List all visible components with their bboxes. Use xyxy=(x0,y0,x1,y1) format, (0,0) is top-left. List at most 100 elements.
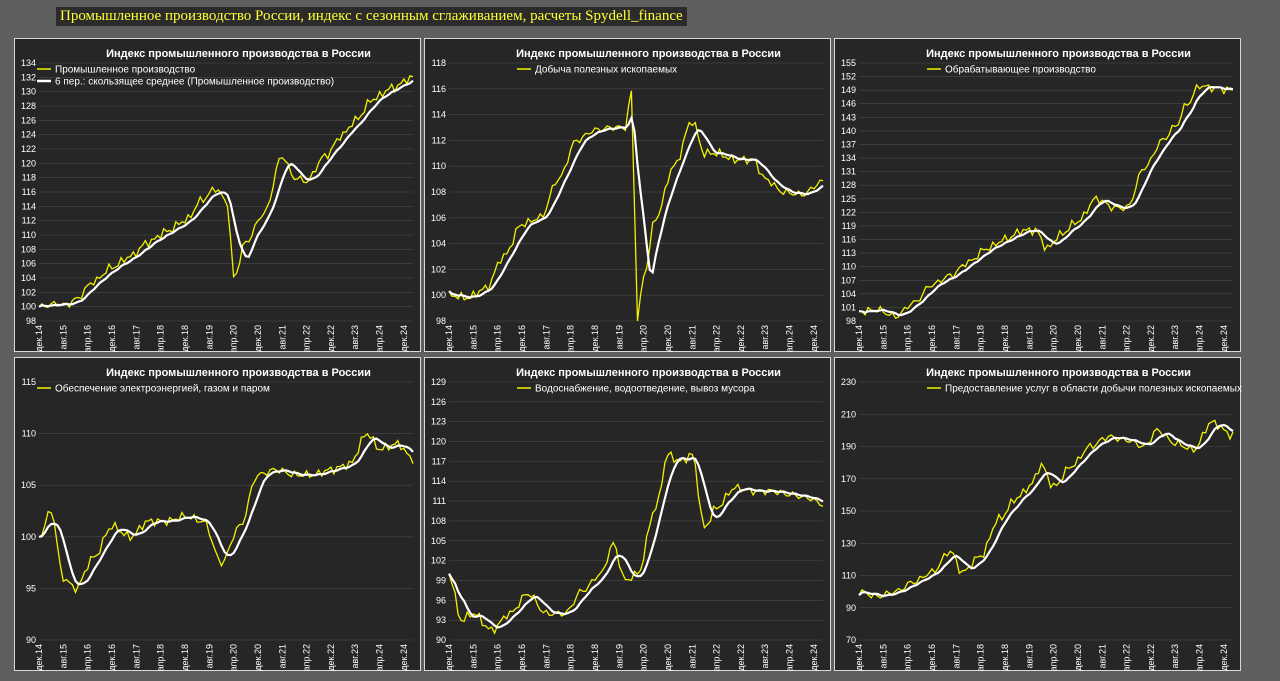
x-tick-label: авг.21 xyxy=(1097,325,1107,349)
x-tick-label: авг.17 xyxy=(951,325,961,349)
y-tick-label: 118 xyxy=(22,173,36,183)
x-tick-label: дек.24 xyxy=(399,644,409,671)
y-tick-label: 104 xyxy=(431,239,446,249)
y-tick-label: 90 xyxy=(846,603,856,613)
y-tick-label: 100 xyxy=(431,290,446,300)
chart-title: Индекс промышленного производства в Росс… xyxy=(516,367,781,379)
x-tick-label: апр.16 xyxy=(493,325,503,352)
chart-panel-water: Индекс промышленного производства в Росс… xyxy=(424,357,831,671)
x-tick-label: авг.15 xyxy=(468,644,478,668)
y-tick-label: 123 xyxy=(431,417,446,427)
x-tick-label: апр.20 xyxy=(639,644,649,671)
y-tick-label: 114 xyxy=(432,110,446,120)
y-tick-label: 137 xyxy=(841,139,856,149)
chart-title: Индекс промышленного производства в Росс… xyxy=(106,48,371,60)
y-tick-label: 120 xyxy=(21,158,36,168)
y-tick-label: 124 xyxy=(21,130,36,140)
x-tick-label: дек.16 xyxy=(107,644,117,671)
x-tick-label: авг.21 xyxy=(277,325,287,349)
x-tick-label: авг.17 xyxy=(541,644,551,668)
x-tick-label: авг.23 xyxy=(760,325,770,349)
y-tick-label: 114 xyxy=(432,476,446,486)
chart-panel-electricity: Индекс промышленного производства в Росс… xyxy=(14,357,421,671)
x-tick-label: апр.16 xyxy=(493,644,503,671)
y-tick-label: 96 xyxy=(436,595,446,605)
x-tick-label: апр.16 xyxy=(903,325,913,352)
x-tick-label: дек.16 xyxy=(107,325,117,352)
y-tick-label: 146 xyxy=(841,99,856,109)
y-tick-label: 110 xyxy=(22,230,36,240)
y-tick-label: 134 xyxy=(841,153,856,163)
x-tick-label: апр.22 xyxy=(1122,325,1132,352)
x-tick-label: дек.14 xyxy=(34,325,44,352)
x-tick-label: апр.22 xyxy=(302,325,312,352)
y-tick-label: 134 xyxy=(21,58,36,68)
y-tick-label: 112 xyxy=(432,135,446,145)
y-tick-label: 130 xyxy=(841,538,856,548)
x-tick-label: авг.23 xyxy=(760,644,770,668)
y-tick-label: 150 xyxy=(841,506,856,516)
x-tick-label: дек.22 xyxy=(1146,325,1156,352)
chart-title: Индекс промышленного производства в Росс… xyxy=(926,48,1191,60)
y-tick-label: 119 xyxy=(842,221,856,231)
page-title: Промышленное производство России, индекс… xyxy=(56,7,687,26)
y-tick-label: 230 xyxy=(841,377,856,387)
y-tick-label: 155 xyxy=(841,58,856,68)
x-tick-label: дек.22 xyxy=(326,325,336,352)
y-tick-label: 118 xyxy=(432,58,446,68)
x-tick-label: авг.19 xyxy=(614,325,624,349)
x-tick-label: дек.18 xyxy=(1000,644,1010,671)
y-tick-label: 116 xyxy=(842,235,856,245)
x-tick-label: дек.16 xyxy=(517,644,527,671)
chart-svg: Индекс промышленного производства в Росс… xyxy=(21,48,414,352)
series-line-actual xyxy=(38,432,414,595)
y-tick-label: 108 xyxy=(21,244,36,254)
y-tick-label: 130 xyxy=(21,87,36,97)
x-tick-label: авг.15 xyxy=(878,325,888,349)
y-tick-label: 129 xyxy=(431,377,446,387)
x-tick-label: дек.20 xyxy=(663,325,673,352)
y-tick-label: 115 xyxy=(22,377,36,387)
y-tick-label: 110 xyxy=(22,429,36,439)
y-tick-label: 90 xyxy=(436,635,446,645)
y-tick-label: 110 xyxy=(842,262,856,272)
y-tick-label: 100 xyxy=(21,302,36,312)
legend-label: 6 пер.: скользящее среднее (Промышленное… xyxy=(55,77,334,88)
x-tick-label: дек.22 xyxy=(736,325,746,352)
x-tick-label: дек.18 xyxy=(1000,325,1010,352)
series-line-smoothed xyxy=(448,456,824,629)
y-tick-label: 102 xyxy=(431,556,446,566)
x-tick-label: дек.24 xyxy=(809,325,819,352)
chart-panel-manufacturing: Индекс промышленного производства в Росс… xyxy=(834,38,1241,352)
y-tick-label: 104 xyxy=(841,289,856,299)
y-tick-label: 105 xyxy=(431,536,446,546)
x-tick-label: апр.18 xyxy=(566,644,576,671)
x-tick-label: апр.24 xyxy=(785,644,795,671)
x-tick-label: авг.15 xyxy=(58,325,68,349)
series-line-smoothed xyxy=(858,423,1234,598)
series-line-smoothed xyxy=(448,114,824,299)
y-tick-label: 110 xyxy=(432,161,446,171)
y-tick-label: 170 xyxy=(841,474,856,484)
series-line-actual xyxy=(448,450,824,635)
x-tick-label: дек.14 xyxy=(854,644,864,671)
y-tick-label: 114 xyxy=(22,201,36,211)
y-tick-label: 107 xyxy=(841,275,856,285)
y-tick-label: 98 xyxy=(436,316,446,326)
y-tick-label: 132 xyxy=(21,72,36,82)
chart-svg: Индекс промышленного производства в Росс… xyxy=(21,367,414,671)
legend-label: Добыча полезных ископаемых xyxy=(535,64,677,76)
y-tick-label: 105 xyxy=(21,480,36,490)
legend-label: Предоставление услуг в области добычи по… xyxy=(945,383,1242,395)
y-tick-label: 122 xyxy=(841,207,856,217)
x-tick-label: дек.16 xyxy=(927,325,937,352)
y-tick-label: 116 xyxy=(432,84,446,94)
x-tick-label: апр.16 xyxy=(83,325,93,352)
series-line-actual xyxy=(38,75,414,309)
series-line-actual xyxy=(448,90,824,322)
chart-panel-mining: Индекс промышленного производства в Росс… xyxy=(424,38,831,352)
x-tick-label: дек.16 xyxy=(927,644,937,671)
x-tick-label: авг.23 xyxy=(1170,325,1180,349)
x-tick-label: дек.14 xyxy=(854,325,864,352)
x-tick-label: авг.23 xyxy=(1170,644,1180,668)
